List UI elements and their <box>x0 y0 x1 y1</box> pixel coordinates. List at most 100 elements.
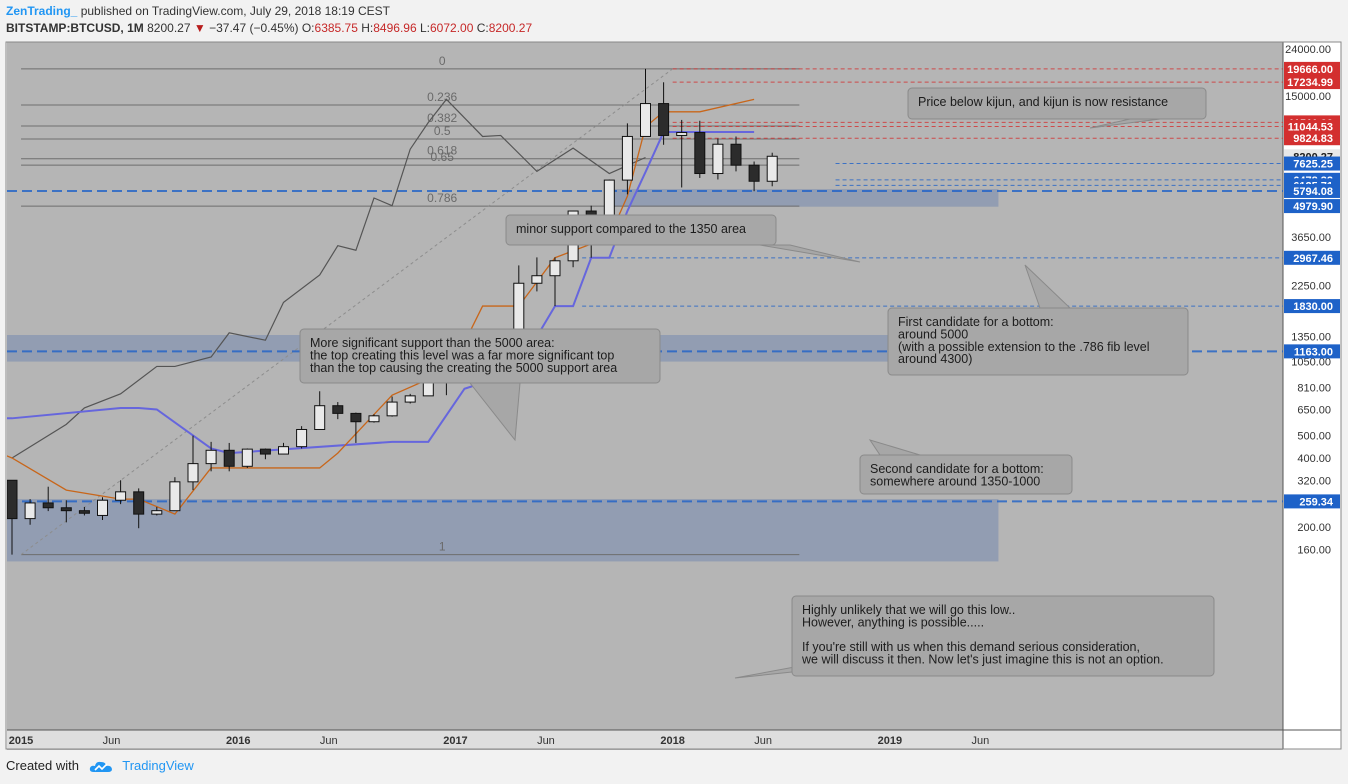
candle-body <box>404 395 416 403</box>
time-axis-tick: 2018 <box>660 735 684 747</box>
price-label-box <box>1284 75 1340 90</box>
candle-body <box>730 143 742 166</box>
candle <box>259 448 271 460</box>
price-label-box <box>1284 119 1340 134</box>
price-label-box <box>1284 183 1340 198</box>
candle <box>115 480 127 505</box>
price-label-box <box>1284 156 1340 171</box>
candle <box>296 426 308 449</box>
price-axis-tick: 200.00 <box>1297 522 1331 534</box>
candle <box>205 441 217 472</box>
callout-text: Second candidate for a bottom: <box>870 462 1044 476</box>
candle-body <box>314 405 326 430</box>
price-label-box <box>1284 494 1340 509</box>
callout-box <box>505 214 777 246</box>
callout-text: First candidate for a bottom: <box>898 315 1054 329</box>
candle-body <box>712 143 724 175</box>
ohlc-line: BITSTAMP:BTCUSD, 1M 8200.27 ▼ −37.47 (−0… <box>6 21 532 35</box>
candle <box>24 499 36 525</box>
callout-box <box>299 328 661 384</box>
callout-box <box>887 307 1189 376</box>
time-axis-tick: Jun <box>103 735 121 747</box>
price-label: 7625.25 <box>1293 159 1333 171</box>
price-axis-tick: 1050.00 <box>1291 357 1331 369</box>
price-axis-tick: 650.00 <box>1297 404 1331 416</box>
callout-pointer <box>759 244 861 263</box>
published-text: published on TradingView.com, July 29, 2… <box>80 4 390 18</box>
time-axis-tick: Jun <box>971 735 989 747</box>
price-axis-tick: 3650.00 <box>1291 232 1331 244</box>
fib-level-label: 0.236 <box>427 90 457 104</box>
candle <box>748 161 760 192</box>
callout-text: (with a possible extension to the .786 f… <box>898 340 1150 354</box>
candle <box>278 442 289 455</box>
symbol-label: BITSTAMP:BTCUSD, 1M <box>6 21 144 35</box>
comparison-line <box>11 98 646 459</box>
candle <box>187 435 199 491</box>
callout-text: Price below kijun, and kijun is now resi… <box>918 95 1168 109</box>
candle-body <box>187 463 199 483</box>
price-axis-tick: 1350.00 <box>1291 331 1331 343</box>
price-label: 5794.08 <box>1293 186 1333 198</box>
candle <box>368 414 380 423</box>
candle-body <box>386 401 398 417</box>
price-axis-tick: 24000.00 <box>1285 44 1331 56</box>
price-label: 4979.90 <box>1293 201 1333 213</box>
callout-text: around 5000 <box>898 327 968 341</box>
candle-body <box>97 499 108 516</box>
candle <box>549 257 561 307</box>
candle-body <box>151 510 163 515</box>
price-label: 1163.00 <box>1294 346 1333 358</box>
candle <box>332 402 344 420</box>
annotation-callout: Second candidate for a bottom:somewhere … <box>859 439 1073 495</box>
candle-body <box>259 448 271 455</box>
annotation-callout: Highly unlikely that we will go this low… <box>734 595 1215 679</box>
tenkan-line <box>7 98 755 515</box>
price-label: 2967.46 <box>1293 253 1333 265</box>
candle-body <box>169 481 181 512</box>
open-value: 6385.75 <box>314 21 358 35</box>
high-label: H: <box>361 21 374 35</box>
callout-box <box>859 454 1073 495</box>
candle <box>314 391 326 430</box>
fib-level-label: 0 <box>439 54 446 68</box>
price-label-box <box>1284 61 1340 76</box>
callout-box <box>907 87 1207 120</box>
price-label: 9824.83 <box>1293 133 1333 145</box>
candle <box>60 500 72 523</box>
candle <box>531 257 543 292</box>
candle-body <box>241 448 253 467</box>
callout-text: the top creating this level was a far mo… <box>310 348 614 362</box>
candle-body <box>296 428 308 448</box>
time-axis-tick: 2017 <box>443 735 467 747</box>
candle <box>169 477 181 512</box>
annotation-callout: More significant support than the 5000 a… <box>299 328 661 442</box>
publish-info: ZenTrading_ published on TradingView.com… <box>6 4 390 18</box>
candle-body <box>133 491 145 515</box>
created-with-text: Created with <box>6 758 79 773</box>
price-label-box <box>1284 131 1340 146</box>
candle-body <box>748 164 760 182</box>
candle-body <box>24 502 36 520</box>
chart-frame <box>5 41 1342 750</box>
candle-body <box>60 507 72 512</box>
annotation-callout: Price below kijun, and kijun is now resi… <box>907 87 1207 129</box>
annotation-callout: First candidate for a bottom:around 5000… <box>887 264 1189 376</box>
callout-text: than the top causing the creating the 50… <box>310 361 617 375</box>
fib-level-label: 0.786 <box>427 191 457 205</box>
author-link[interactable]: ZenTrading_ <box>6 4 78 18</box>
candle-body <box>7 479 18 520</box>
callout-text: somewhere around 1350-1000 <box>870 474 1040 488</box>
candle <box>712 138 724 180</box>
candle-body <box>78 510 90 514</box>
candle-body <box>676 132 688 136</box>
tradingview-cloud-icon <box>89 761 112 772</box>
price-axis-tick: 2250.00 <box>1291 280 1331 292</box>
time-axis-tick: 2015 <box>9 735 33 747</box>
time-axis-tick: Jun <box>320 735 338 747</box>
price-axis-area <box>1283 42 1341 749</box>
tradingview-link[interactable]: TradingView <box>122 758 194 773</box>
down-arrow-icon: ▼ <box>193 21 206 35</box>
price-label: 1830.00 <box>1293 301 1333 313</box>
